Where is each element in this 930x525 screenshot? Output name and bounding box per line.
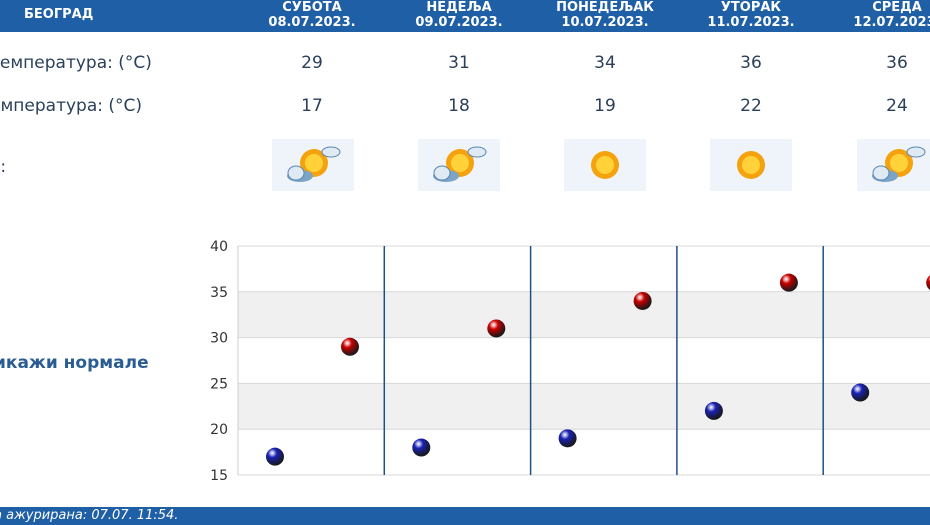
day-name: СРЕДА xyxy=(872,0,922,15)
update-footer: а ажурирана: 07.07. 11:54. xyxy=(0,507,930,525)
chart-band xyxy=(238,291,930,338)
weather-icon-box-4 xyxy=(710,139,792,191)
max-temp-value: 36 xyxy=(886,53,908,73)
weather-icon-box-1 xyxy=(272,139,354,191)
chart-band xyxy=(238,383,930,430)
day-date: 12.07.2023. xyxy=(853,15,930,30)
weather-icon-label: а: xyxy=(0,157,7,177)
min-temp-value: 22 xyxy=(740,96,762,116)
day-name: ПОНЕДЕЉАК xyxy=(556,0,654,15)
day-date: 10.07.2023. xyxy=(561,15,649,30)
sun-cloud-icon xyxy=(433,146,487,182)
max-temp-value: 31 xyxy=(448,53,470,73)
min-temp-point xyxy=(412,438,431,457)
day-header-2: НЕДЕЉА 09.07.2023. xyxy=(399,0,519,30)
day-name: СУБОТА xyxy=(282,0,342,15)
day-header-4: УТОРАК 11.07.2023. xyxy=(691,0,811,30)
chart-band xyxy=(238,429,930,475)
max-temp-point xyxy=(487,319,506,338)
day-header-1: СУБОТА 08.07.2023. xyxy=(252,0,372,30)
max-temp-point xyxy=(633,291,652,310)
sun-icon xyxy=(591,151,619,179)
sun-cloud-icon xyxy=(872,146,926,182)
max-temp-point xyxy=(926,275,930,290)
day-name: УТОРАК xyxy=(720,0,782,15)
max-temp-point xyxy=(341,337,359,356)
day-date: 11.07.2023. xyxy=(707,15,795,30)
min-temp-point xyxy=(266,447,284,466)
update-text: а ажурирана: 07.07. 11:54. xyxy=(0,508,179,523)
day-header-5: СРЕДА 12.07.2023. xyxy=(837,0,930,30)
y-tick-label: 30 xyxy=(210,331,228,347)
show-normals-link[interactable]: икажи нормале xyxy=(0,353,149,373)
max-temp-label: температура: (°C) xyxy=(0,53,152,73)
weather-icon-box-3 xyxy=(564,139,646,191)
y-tick-label: 15 xyxy=(210,468,228,484)
y-tick-label: 35 xyxy=(210,285,228,301)
max-temp-point xyxy=(779,273,798,292)
day-date: 09.07.2023. xyxy=(415,15,503,30)
day-date: 08.07.2023. xyxy=(268,15,356,30)
y-tick-label: 20 xyxy=(210,422,228,438)
max-temp-value: 34 xyxy=(594,53,616,73)
forecast-header: БЕОГРАД СУБОТА 08.07.2023. НЕДЕЉА 09.07.… xyxy=(0,0,930,32)
min-temp-value: 17 xyxy=(301,96,323,116)
min-temp-point xyxy=(558,429,577,448)
day-name: НЕДЕЉА xyxy=(426,0,492,15)
sun-cloud-icon xyxy=(287,146,341,182)
day-header-3: ПОНЕДЕЉАК 10.07.2023. xyxy=(545,0,665,30)
y-tick-label: 40 xyxy=(210,239,228,255)
weather-icon-box-2 xyxy=(418,139,500,191)
max-temp-value: 36 xyxy=(740,53,762,73)
min-temp-label: емпература: (°C) xyxy=(0,96,143,116)
min-temp-value: 18 xyxy=(448,96,470,116)
weather-icon-box-5 xyxy=(857,139,930,191)
temperature-chart: 40 35 30 25 20 15 xyxy=(210,239,930,484)
max-temp-value: 29 xyxy=(301,53,323,73)
min-temp-value: 19 xyxy=(594,96,616,116)
y-tick-label: 25 xyxy=(210,376,228,392)
chart-band xyxy=(238,246,930,292)
sun-icon xyxy=(737,151,765,179)
min-temp-point xyxy=(704,401,723,420)
min-temp-point xyxy=(851,383,870,402)
min-temp-value: 24 xyxy=(886,96,908,116)
city-name: БЕОГРАД xyxy=(24,7,94,22)
